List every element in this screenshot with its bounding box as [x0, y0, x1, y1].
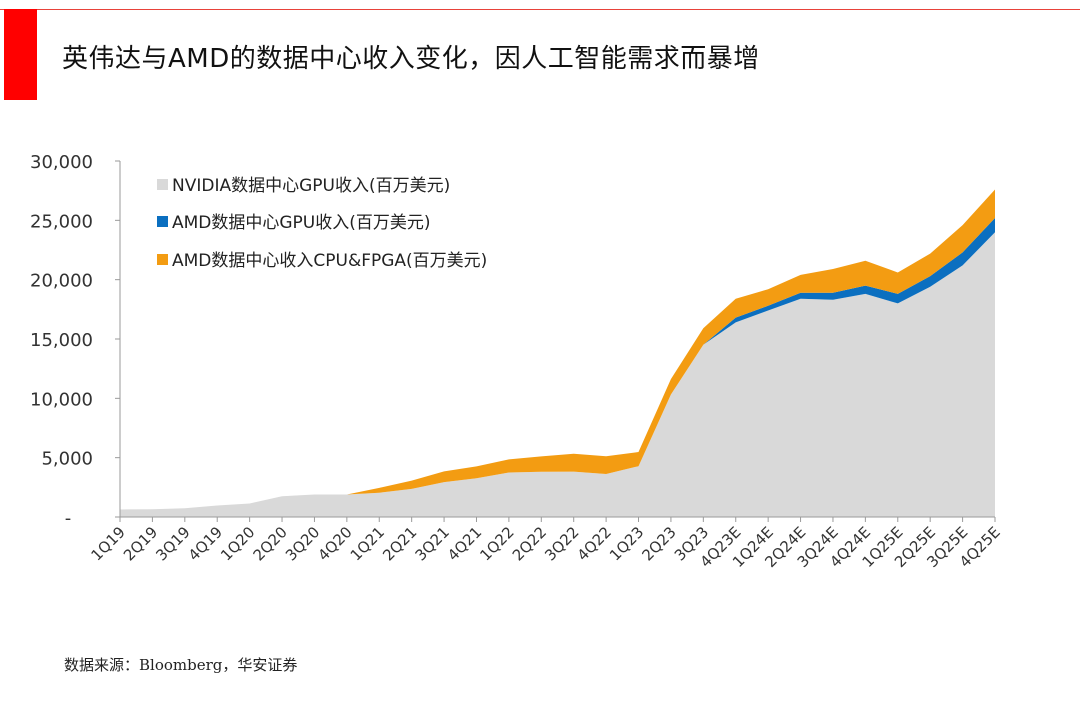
x-tick-label: 3Q22	[541, 523, 582, 564]
page-title: 英伟达与AMD的数据中心收入变化，因人工智能需求而暴增	[62, 44, 760, 74]
x-tick-label: 2Q22	[509, 523, 550, 564]
y-tick-label: 15,000	[30, 330, 93, 351]
area-layers	[120, 189, 995, 517]
x-tick-label: 4Q19	[185, 523, 226, 564]
x-tick-label: 1Q20	[217, 523, 258, 564]
area-series-1	[120, 232, 995, 517]
x-tick-label: 2Q19	[120, 523, 161, 564]
x-tick-label: 2Q20	[250, 523, 291, 564]
chart-legend: NVIDIA数据中心GPU收入(百万美元) AMD数据中心GPU收入(百万美元) A…	[157, 176, 487, 271]
x-tick-label: 4Q21	[444, 523, 485, 564]
legend-label: AMD数据中心收入CPU&FPGA(百万美元)	[172, 251, 487, 271]
x-tick-label: 3Q19	[152, 523, 193, 564]
y-tick-label: -	[65, 508, 72, 529]
y-tick-label: 30,000	[30, 152, 93, 173]
y-tick-label: 25,000	[30, 211, 93, 232]
legend-swatch	[157, 179, 168, 190]
y-tick-label: 10,000	[30, 389, 93, 410]
x-tick-label: 3Q20	[282, 523, 323, 564]
y-tick-label: 20,000	[30, 271, 93, 292]
x-tick-label: 1Q23	[606, 523, 647, 564]
legend-label: NVIDIA数据中心GPU收入(百万美元)	[172, 176, 450, 196]
header-rule	[0, 9, 1080, 10]
x-tick-label: 2Q23	[638, 523, 679, 564]
x-tick-label: 1Q21	[347, 523, 388, 564]
x-tick-label: 1Q19	[88, 523, 129, 564]
header-accent-block	[4, 9, 37, 100]
x-tick-label: 2Q21	[379, 523, 420, 564]
x-tick-label: 3Q21	[412, 523, 453, 564]
x-tick-label: 4Q22	[574, 523, 615, 564]
x-tick-label: 1Q22	[476, 523, 517, 564]
legend-swatch	[157, 216, 168, 227]
legend-label: AMD数据中心GPU收入(百万美元)	[172, 213, 431, 233]
data-source-note: 数据来源：Bloomberg，华安证券	[64, 656, 298, 674]
x-tick-label: 4Q20	[314, 523, 355, 564]
legend-swatch	[157, 254, 168, 265]
y-tick-label: 5,000	[41, 449, 93, 470]
stacked-area-chart: - 5,000 10,000 15,000 20,000 25,000 30,000 1Q19…	[30, 152, 1004, 571]
